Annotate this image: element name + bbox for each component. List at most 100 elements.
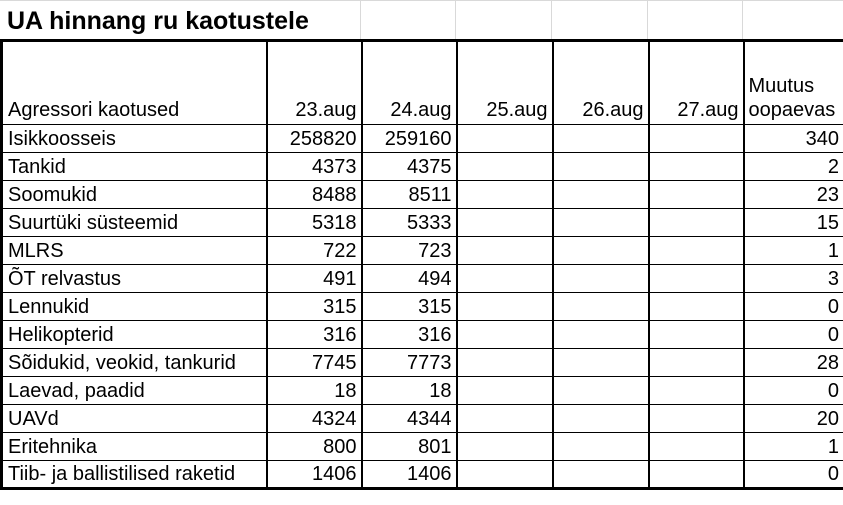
change-value-cell[interactable]: 340 xyxy=(742,124,843,153)
change-value-cell[interactable]: 2 xyxy=(742,152,843,181)
change-value-cell[interactable]: 15 xyxy=(742,208,843,237)
row-label-cell[interactable]: Lennukid xyxy=(0,292,268,321)
day-value-cell[interactable] xyxy=(455,292,554,321)
change-value-cell[interactable]: 23 xyxy=(742,180,843,209)
row-label-cell[interactable]: Tankid xyxy=(0,152,268,181)
change-value-cell[interactable]: 0 xyxy=(742,376,843,405)
day-value-cell[interactable] xyxy=(455,320,554,349)
day-value-cell[interactable] xyxy=(455,460,554,489)
day-value-cell[interactable]: 7745 xyxy=(265,348,363,377)
day-value-cell[interactable]: 4375 xyxy=(360,152,458,181)
day-value-cell[interactable] xyxy=(551,292,650,321)
day-value-cell[interactable] xyxy=(551,208,650,237)
row-label-cell[interactable]: MLRS xyxy=(0,236,268,265)
day-value-cell[interactable]: 18 xyxy=(360,376,458,405)
change-value-cell[interactable]: 0 xyxy=(742,320,843,349)
day-value-cell[interactable] xyxy=(647,320,745,349)
day-value-cell[interactable]: 491 xyxy=(265,264,363,293)
row-label-cell[interactable]: Tiib- ja ballistilised raketid xyxy=(0,460,268,489)
day-value-cell[interactable] xyxy=(455,376,554,405)
row-label-cell[interactable]: Sõidukid, veokid, tankurid xyxy=(0,348,268,377)
page-title: UA hinnang ru kaotustele xyxy=(7,7,309,35)
row-label-cell[interactable]: Isikkoosseis xyxy=(0,124,268,153)
change-value-cell[interactable]: 0 xyxy=(742,460,843,489)
day-value-cell[interactable]: 4373 xyxy=(265,152,363,181)
day-value-cell[interactable]: 8511 xyxy=(360,180,458,209)
change-value-cell[interactable]: 0 xyxy=(742,292,843,321)
day-value-cell[interactable] xyxy=(551,152,650,181)
day-value-cell[interactable]: 258820 xyxy=(265,124,363,153)
day-value-cell[interactable] xyxy=(551,180,650,209)
day-value-cell[interactable]: 18 xyxy=(265,376,363,405)
header-cell-date[interactable]: 24.aug xyxy=(360,40,458,125)
day-value-cell[interactable]: 494 xyxy=(360,264,458,293)
day-value-cell[interactable]: 801 xyxy=(360,432,458,461)
day-value-cell[interactable] xyxy=(647,152,745,181)
day-value-cell[interactable] xyxy=(647,292,745,321)
day-value-cell[interactable] xyxy=(455,124,554,153)
day-value-cell[interactable] xyxy=(647,404,745,433)
row-label-cell[interactable]: ÕT relvastus xyxy=(0,264,268,293)
row-label-cell[interactable]: Soomukid xyxy=(0,180,268,209)
day-value-cell[interactable] xyxy=(551,376,650,405)
day-value-cell[interactable]: 723 xyxy=(360,236,458,265)
header-cell-change[interactable]: Muutus oopaevas xyxy=(742,40,843,125)
day-value-cell[interactable] xyxy=(455,404,554,433)
day-value-cell[interactable] xyxy=(647,376,745,405)
row-label-cell[interactable]: Laevad, paadid xyxy=(0,376,268,405)
day-value-cell[interactable] xyxy=(455,348,554,377)
day-value-cell[interactable] xyxy=(455,264,554,293)
day-value-cell[interactable] xyxy=(647,264,745,293)
day-value-cell[interactable]: 316 xyxy=(360,320,458,349)
day-value-cell[interactable]: 4344 xyxy=(360,404,458,433)
day-value-cell[interactable]: 722 xyxy=(265,236,363,265)
row-label-cell[interactable]: Suurtüki süsteemid xyxy=(0,208,268,237)
day-value-cell[interactable] xyxy=(647,208,745,237)
change-value-cell[interactable]: 20 xyxy=(742,404,843,433)
day-value-cell[interactable] xyxy=(647,348,745,377)
header-cell-losses[interactable]: Agressori kaotused xyxy=(0,40,268,125)
day-value-cell[interactable]: 800 xyxy=(265,432,363,461)
day-value-cell[interactable] xyxy=(647,124,745,153)
day-value-cell[interactable] xyxy=(551,460,650,489)
day-value-cell[interactable] xyxy=(551,124,650,153)
day-value-cell[interactable] xyxy=(551,264,650,293)
day-value-cell[interactable] xyxy=(647,236,745,265)
change-value-cell[interactable]: 1 xyxy=(742,236,843,265)
day-value-cell[interactable]: 5318 xyxy=(265,208,363,237)
day-value-cell[interactable]: 315 xyxy=(360,292,458,321)
header-cell-date[interactable]: 27.aug xyxy=(647,40,745,125)
day-value-cell[interactable]: 1406 xyxy=(360,460,458,489)
day-value-cell[interactable]: 259160 xyxy=(360,124,458,153)
day-value-cell[interactable] xyxy=(647,432,745,461)
header-cell-date[interactable]: 26.aug xyxy=(551,40,650,125)
day-value-cell[interactable] xyxy=(551,348,650,377)
day-value-cell[interactable]: 315 xyxy=(265,292,363,321)
day-value-cell[interactable]: 8488 xyxy=(265,180,363,209)
day-value-cell[interactable] xyxy=(455,208,554,237)
day-value-cell[interactable] xyxy=(551,432,650,461)
day-value-cell[interactable]: 1406 xyxy=(265,460,363,489)
change-value-cell[interactable]: 3 xyxy=(742,264,843,293)
change-value-cell[interactable]: 28 xyxy=(742,348,843,377)
change-value-cell[interactable]: 1 xyxy=(742,432,843,461)
gridline xyxy=(455,1,456,40)
day-value-cell[interactable] xyxy=(551,236,650,265)
day-value-cell[interactable] xyxy=(647,460,745,489)
header-cell-date[interactable]: 23.aug xyxy=(265,40,363,125)
day-value-cell[interactable] xyxy=(455,152,554,181)
day-value-cell[interactable] xyxy=(455,236,554,265)
row-label-cell[interactable]: Eritehnika xyxy=(0,432,268,461)
header-cell-date[interactable]: 25.aug xyxy=(455,40,554,125)
day-value-cell[interactable]: 7773 xyxy=(360,348,458,377)
day-value-cell[interactable]: 4324 xyxy=(265,404,363,433)
row-label-cell[interactable]: Helikopterid xyxy=(0,320,268,349)
day-value-cell[interactable] xyxy=(551,404,650,433)
row-label-cell[interactable]: UAVd xyxy=(0,404,268,433)
day-value-cell[interactable]: 316 xyxy=(265,320,363,349)
day-value-cell[interactable]: 5333 xyxy=(360,208,458,237)
day-value-cell[interactable] xyxy=(455,432,554,461)
day-value-cell[interactable] xyxy=(455,180,554,209)
day-value-cell[interactable] xyxy=(647,180,745,209)
day-value-cell[interactable] xyxy=(551,320,650,349)
